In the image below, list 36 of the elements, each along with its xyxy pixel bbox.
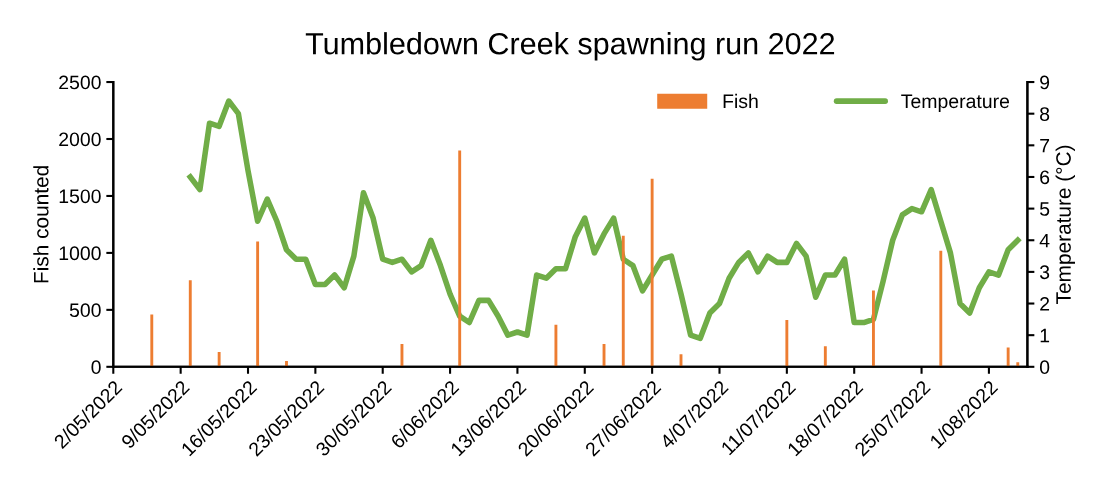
y-tick-label: 2500 [59, 75, 101, 90]
y2-axis-title: Temperature (°C) [1055, 145, 1075, 304]
y2-tick-label: 6 [1040, 170, 1050, 185]
y2-tick-label: 1 [1040, 328, 1050, 343]
bar [458, 150, 462, 367]
bar [150, 314, 154, 367]
y2-tick-label: 3 [1039, 265, 1050, 280]
y2-tick-label: 0 [1039, 360, 1050, 375]
y2-tick-label: 8 [1040, 107, 1050, 121]
y2-tick-label: 2 [1040, 297, 1050, 311]
bar [1016, 362, 1020, 367]
bar [823, 346, 827, 367]
y-axis-title: Fish counted [33, 166, 49, 283]
legend-label: Fish [723, 93, 758, 109]
bar [188, 280, 192, 367]
bar [621, 235, 625, 367]
bar [939, 250, 943, 367]
y2-tick-label: 9 [1040, 75, 1050, 90]
bar [256, 241, 260, 367]
y-tick-label: 500 [69, 303, 101, 318]
bar [650, 178, 654, 367]
bar [285, 361, 288, 367]
y-tick-label: 2000 [59, 132, 101, 147]
y2-tick-label: 5 [1039, 202, 1050, 216]
bar [785, 320, 789, 367]
legend-label: Temperature [901, 94, 1010, 112]
bar [1006, 347, 1010, 367]
y-tick-label: 0 [91, 360, 101, 375]
chart-title: Tumbledown Creek spawning run 2022 [305, 32, 835, 61]
y2-tick-label: 7 [1040, 138, 1050, 153]
y2-tick-label: 4 [1039, 233, 1050, 248]
y-tick-label: 1000 [59, 246, 101, 261]
y-tick-label: 1500 [59, 189, 101, 204]
bar [554, 324, 558, 367]
bar [217, 352, 221, 367]
bar [872, 290, 875, 367]
